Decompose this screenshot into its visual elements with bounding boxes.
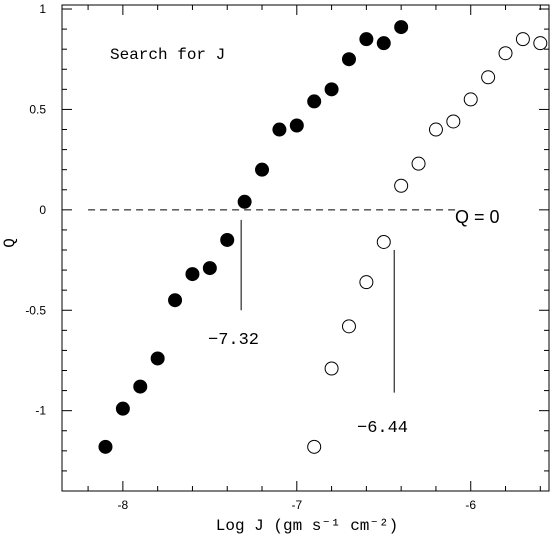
points-layer (98, 20, 548, 454)
y-tick-label: -1 (35, 404, 46, 418)
data-point-filled (341, 52, 356, 67)
data-point-open (341, 319, 356, 334)
plot-frame (61, 4, 550, 492)
annotation-label: −7.32 (208, 331, 259, 350)
data-point-open (324, 361, 339, 376)
data-point-open (533, 36, 548, 51)
chart-title: Search for J (110, 46, 225, 64)
x-tick-label: -6 (465, 498, 476, 512)
data-point-open (481, 70, 496, 85)
data-point-filled (289, 118, 304, 133)
data-point-filled (202, 261, 217, 276)
data-point-open (307, 439, 322, 454)
y-tick-label: 0.5 (29, 102, 46, 116)
x-tick-label: -8 (118, 498, 129, 512)
reference-layer (88, 209, 457, 393)
ticks-layer: -8 -7 -6 1 0.5 0 -0.5 -1 (25, 2, 549, 512)
y-tick-label: 1 (39, 2, 46, 16)
data-point-filled (376, 36, 391, 51)
data-point-open (498, 46, 513, 61)
data-point-filled (237, 194, 252, 209)
plot-frame-layer (61, 4, 550, 492)
data-point-filled (359, 32, 374, 47)
x-axis-label: Log J (gm s⁻¹ cm⁻²) (216, 517, 399, 535)
data-point-filled (255, 162, 270, 177)
data-point-open (515, 32, 530, 47)
data-point-filled (150, 351, 165, 366)
data-point-filled (324, 82, 339, 97)
data-point-open (446, 114, 461, 129)
y-axis-label: Q (1, 238, 19, 248)
data-point-open (411, 156, 426, 171)
data-point-filled (272, 122, 287, 137)
annotation-label: −6.44 (357, 419, 408, 438)
data-point-filled (98, 439, 113, 454)
data-point-filled (115, 401, 130, 416)
data-point-filled (220, 232, 235, 247)
data-point-open (359, 275, 374, 290)
reference-line-label: Q = 0 (455, 207, 500, 227)
data-point-open (428, 122, 443, 137)
data-point-filled (394, 20, 409, 35)
data-point-filled (168, 293, 183, 308)
data-point-filled (307, 94, 322, 109)
data-point-filled (185, 267, 200, 282)
data-point-open (394, 178, 409, 193)
y-tick-label: -0.5 (25, 303, 46, 317)
y-tick-label: 0 (39, 203, 46, 217)
data-point-open (463, 92, 478, 107)
x-tick-label: -7 (291, 498, 302, 512)
data-point-filled (133, 379, 148, 394)
data-point-open (376, 234, 391, 249)
